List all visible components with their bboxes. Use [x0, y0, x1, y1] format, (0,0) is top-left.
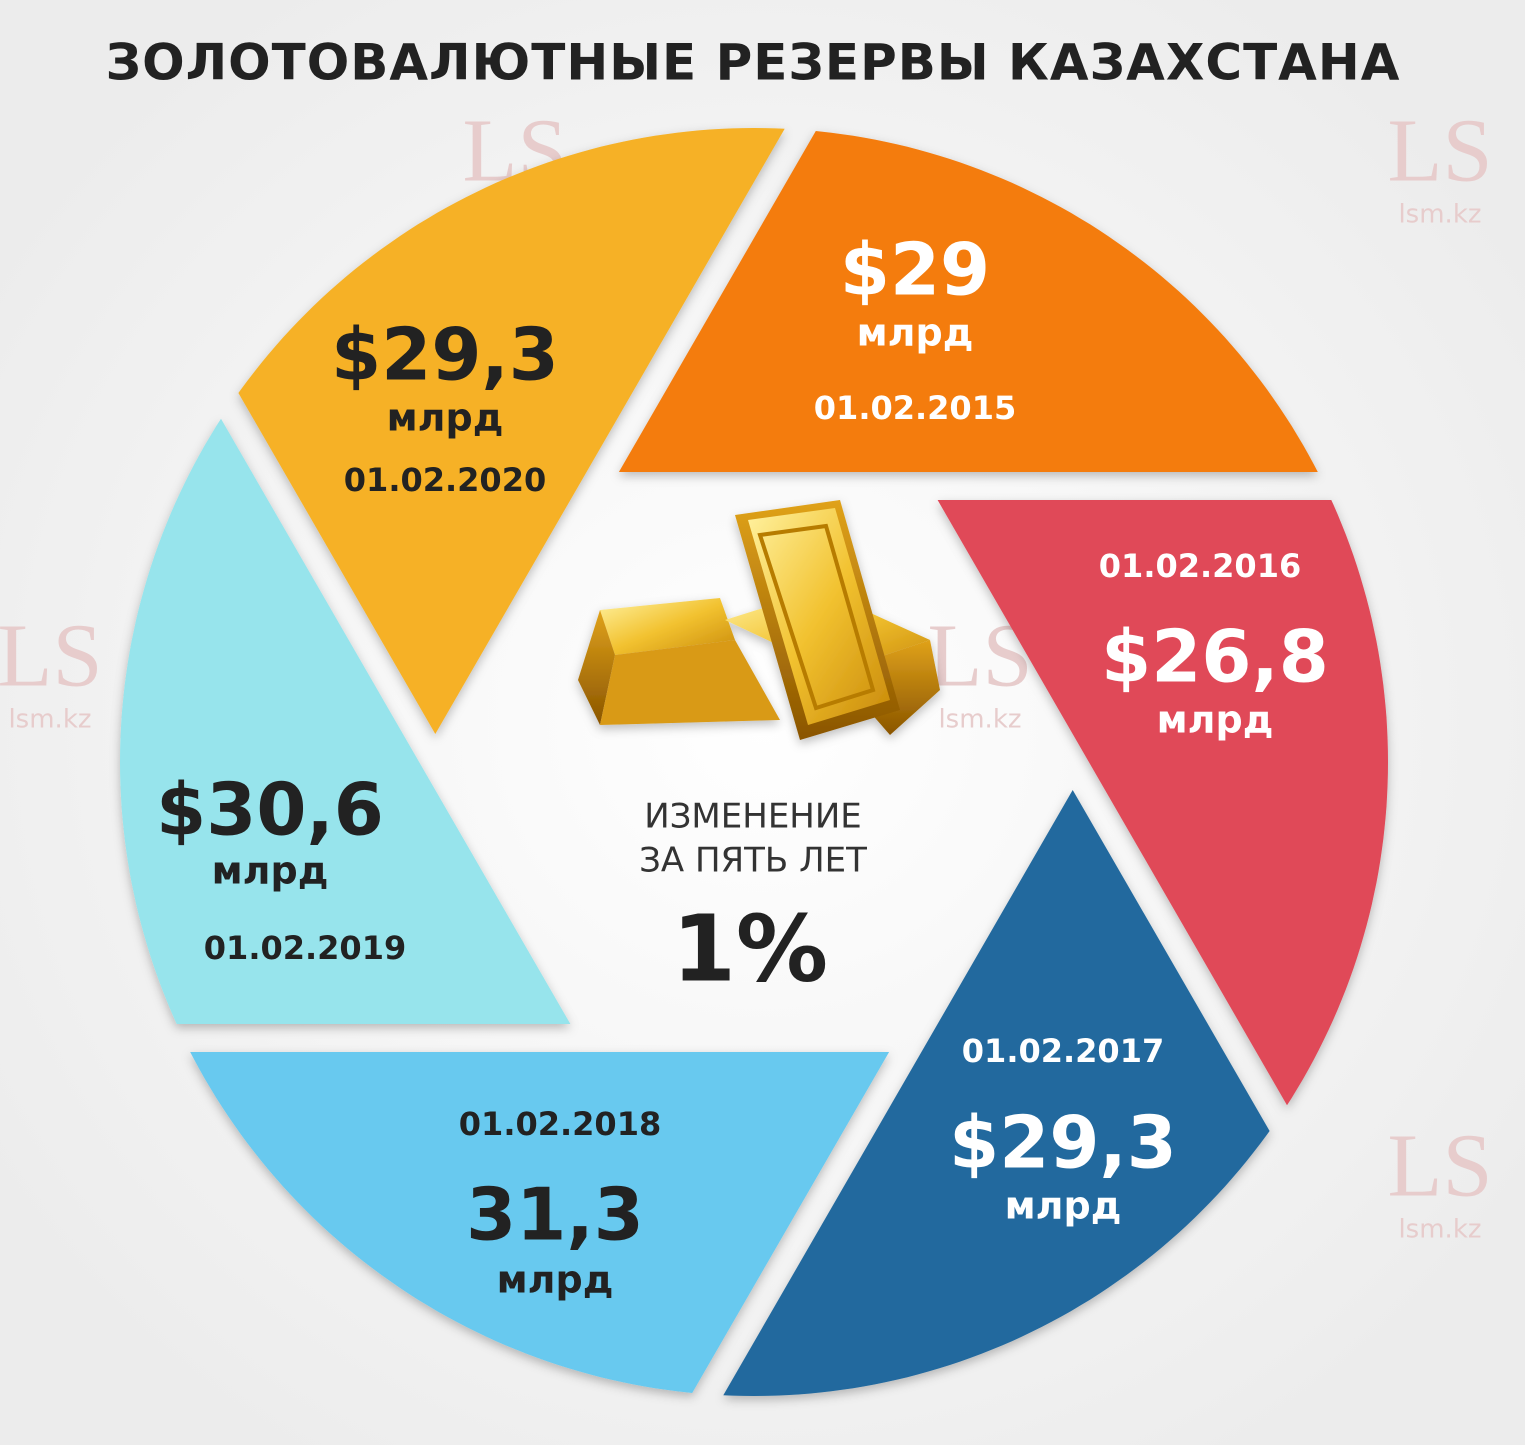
segment-unit: млрд — [857, 311, 974, 355]
watermark-logo: LS — [0, 607, 103, 706]
bar-side — [578, 610, 615, 725]
segment-date: 01.02.2018 — [459, 1105, 661, 1143]
blade — [190, 1052, 890, 1393]
segment-unit: млрд — [1157, 698, 1274, 742]
segment-date: 01.02.2020 — [344, 461, 546, 499]
watermark-site: lsm.kz — [8, 705, 91, 735]
blade — [238, 128, 785, 734]
segment-date: 01.02.2019 — [204, 929, 406, 967]
bar-top — [600, 598, 735, 655]
watermark-site: lsm.kz — [1398, 200, 1481, 230]
title: ЗОЛОТОВАЛЮТНЫЕ РЕЗЕРВЫ КАЗАХСТАНА — [106, 34, 1401, 92]
gold-bars — [578, 500, 940, 740]
segment-date: 01.02.2016 — [1099, 547, 1301, 585]
bar-top — [748, 508, 890, 725]
bar-front — [600, 640, 780, 725]
segment-unit: млрд — [387, 396, 504, 440]
segment-amount: $29 — [840, 228, 990, 312]
segment-amount: $30,6 — [156, 768, 384, 852]
blade — [618, 131, 1318, 472]
center-line: ИЗМЕНЕНИЕ — [644, 797, 862, 837]
segment-amount: $26,8 — [1101, 615, 1329, 699]
watermark-site: lsm.kz — [938, 705, 1021, 735]
blade — [723, 790, 1270, 1396]
blade — [120, 418, 571, 1024]
watermark-logo: LS — [1387, 102, 1492, 201]
center-line: ЗА ПЯТЬ ЛЕТ — [639, 841, 867, 881]
segment-amount: $29,3 — [331, 313, 559, 397]
segment-unit: млрд — [497, 1258, 614, 1302]
blade — [937, 500, 1388, 1106]
watermark-site: lsm.kz — [1398, 1215, 1481, 1245]
segment-unit: млрд — [212, 849, 329, 893]
segment-date: 01.02.2017 — [962, 1032, 1164, 1070]
segment-amount: 31,3 — [466, 1173, 644, 1257]
segment-amount: $29,3 — [949, 1101, 1177, 1185]
segment-unit: млрд — [1005, 1184, 1122, 1228]
segment-date: 01.02.2015 — [814, 389, 1016, 427]
watermark-logo: LS — [1387, 1117, 1492, 1216]
center-change: 1% — [672, 895, 828, 1002]
blades: 01.02.2015$29млрд01.02.2016$26,8млрд01.0… — [120, 128, 1388, 1396]
bar-inset — [757, 523, 876, 711]
